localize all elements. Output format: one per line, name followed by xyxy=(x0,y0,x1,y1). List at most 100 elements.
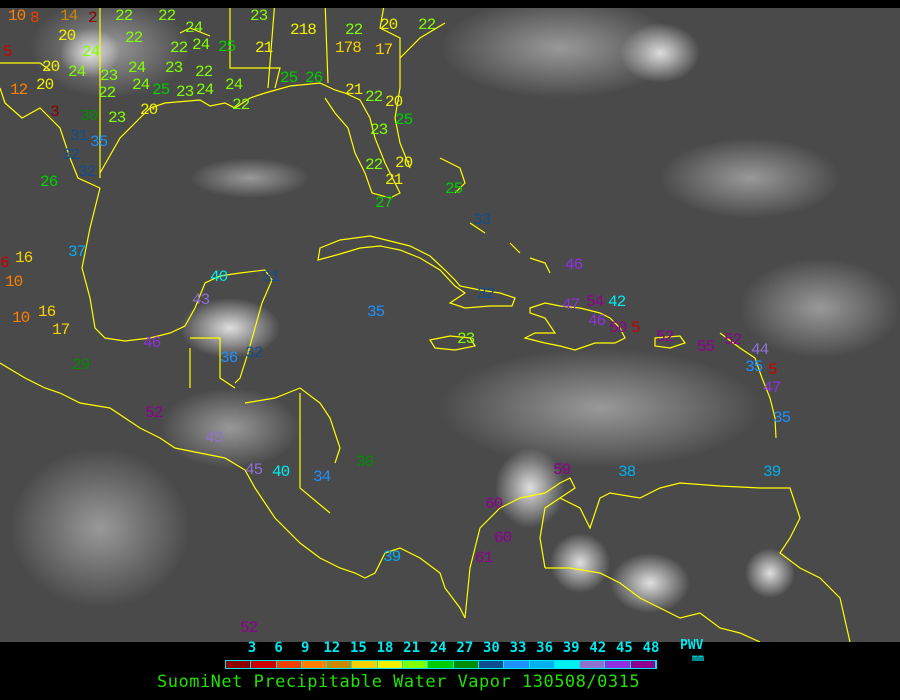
pwv-station-value: 40 xyxy=(210,268,228,286)
pwv-station-value: 24 xyxy=(128,59,146,77)
pwv-station-value: 25 xyxy=(152,81,170,99)
pwv-station-value: 20 xyxy=(58,27,76,45)
pwv-station-value: 22 xyxy=(98,84,116,102)
pwv-station-value: 36 xyxy=(220,349,238,367)
satellite-map: 10 8 14 2 22 22 24 23 218 22 178 20 17 22 5 20 24 22 22 24 2… xyxy=(0,8,900,642)
pwv-station-value: 61 xyxy=(475,549,493,567)
pwv-station-value: 22 xyxy=(125,29,143,47)
pwv-station-value: 21 xyxy=(345,81,363,99)
pwv-station-value: 23 xyxy=(100,67,118,85)
pwv-station-value: 23 xyxy=(176,83,194,101)
legend-color-cell xyxy=(403,661,429,668)
legend-tick: 33 xyxy=(509,640,527,656)
pwv-station-value: 35 xyxy=(745,358,763,376)
pwv-station-value: 23 xyxy=(250,8,268,25)
pwv-station-value: 24 xyxy=(132,76,150,94)
pwv-station-value: 27 xyxy=(375,194,393,212)
pwv-station-value: 46 xyxy=(143,334,161,352)
legend-tick: 48 xyxy=(642,640,660,656)
pwv-station-value: 218 xyxy=(290,21,317,39)
legend-color-cell xyxy=(529,661,555,668)
legend-tick: 9 xyxy=(300,640,310,656)
pwv-station-value: 29 xyxy=(72,356,90,374)
legend-color-cell xyxy=(226,661,252,668)
pwv-station-value: 17 xyxy=(375,41,393,59)
pwv-station-value: 22 xyxy=(418,16,436,34)
pwv-station-value: 32 xyxy=(78,163,96,181)
legend-tick: 3 xyxy=(247,640,257,656)
legend-tick: 15 xyxy=(349,640,367,656)
pwv-station-value: 20 xyxy=(395,154,413,172)
pwv-station-value: 55 xyxy=(697,338,715,356)
pwv-station-value: 24 xyxy=(185,19,203,37)
legend-unit-label: PWV xyxy=(680,638,704,653)
pwv-station-value: 12 xyxy=(10,81,28,99)
pwv-station-value: 21 xyxy=(255,39,273,57)
pwv-station-value: 30 xyxy=(356,453,374,471)
pwv-station-value: 23 xyxy=(370,121,388,139)
pwv-station-value: 39 xyxy=(383,548,401,566)
pwv-station-value: 46 xyxy=(565,256,583,274)
pwv-station-value: 10 xyxy=(8,8,26,25)
pwv-station-value: 10 xyxy=(5,273,23,291)
pwv-station-value: 25 xyxy=(445,180,463,198)
legend-tick: 45 xyxy=(615,640,633,656)
pwv-station-value: 40 xyxy=(272,463,290,481)
pwv-station-value: 26 xyxy=(40,173,58,191)
pwv-station-value: 38 xyxy=(618,463,636,481)
pwv-station-value: 59 xyxy=(553,461,571,479)
pwv-station-value: 52 xyxy=(240,619,258,637)
pwv-station-value: 23 xyxy=(108,109,126,127)
pwv-station-value: 32 xyxy=(62,146,80,164)
pwv-station-value: 22 xyxy=(195,63,213,81)
legend-ticks: 3 6 9 12 15 18 21 24 27 30 33 36 39 42 45 48 xyxy=(226,640,676,656)
pwv-station-value: 24 xyxy=(68,63,86,81)
legend-tick: 21 xyxy=(403,640,421,656)
pwv-station-value: 25 xyxy=(280,69,298,87)
pwv-station-value: 5 xyxy=(631,319,641,337)
pwv-station-value: 43 xyxy=(205,429,223,447)
legend-tick: 27 xyxy=(456,640,474,656)
pwv-station-value: 30 xyxy=(80,107,98,125)
pwv-station-value: 3 xyxy=(50,103,60,121)
pwv-station-value: 24 xyxy=(82,43,100,61)
pwv-station-value: 24 xyxy=(196,81,214,99)
pwv-station-value: 32 xyxy=(245,344,263,362)
legend-color-cell xyxy=(630,661,657,668)
legend-color-cell xyxy=(428,661,454,668)
legend-tick: 12 xyxy=(323,640,341,656)
pwv-station-value: 52 xyxy=(145,404,163,422)
pwv-station-value: 2 xyxy=(88,9,98,27)
pwv-station-value: 5 xyxy=(768,361,778,379)
clouds xyxy=(10,8,900,613)
pwv-station-value: 22 xyxy=(365,88,383,106)
pwv-station-value: 20 xyxy=(380,16,398,34)
pwv-station-value: 33 xyxy=(473,211,491,229)
pwv-station-value: 20 xyxy=(140,101,158,119)
pwv-station-value: 60 xyxy=(494,529,512,547)
pwv-station-value: 43 xyxy=(192,291,210,309)
pwv-station-value: 31 xyxy=(70,127,88,145)
pwv-station-value: 17 xyxy=(52,321,70,339)
legend-color-cell xyxy=(301,661,328,668)
pwv-station-value: 22 xyxy=(345,21,363,39)
legend-color-cell xyxy=(251,661,277,668)
pwv-station-value: 45 xyxy=(245,461,263,479)
pwv-station-value: 22 xyxy=(158,8,176,25)
legend-colorbar xyxy=(225,660,658,669)
legend-color-cell xyxy=(327,661,353,668)
pwv-station-value: 20 xyxy=(36,76,54,94)
pwv-station-value: 21 xyxy=(385,171,403,189)
legend-tick: 39 xyxy=(562,640,580,656)
pwv-station-value: 50 xyxy=(609,319,627,337)
pwv-station-value: 22 xyxy=(170,39,188,57)
pwv-station-value: 25 xyxy=(218,38,236,56)
pwv-station-value: 44 xyxy=(751,341,769,359)
pwv-station-value: 60 xyxy=(485,495,503,513)
legend-tick: 30 xyxy=(482,640,500,656)
pwv-station-value: 16 xyxy=(38,303,56,321)
map-background xyxy=(0,8,900,642)
pwv-station-value: 52 xyxy=(656,328,674,346)
legend-color-cell xyxy=(276,661,302,668)
pwv-station-value: 25 xyxy=(395,111,413,129)
